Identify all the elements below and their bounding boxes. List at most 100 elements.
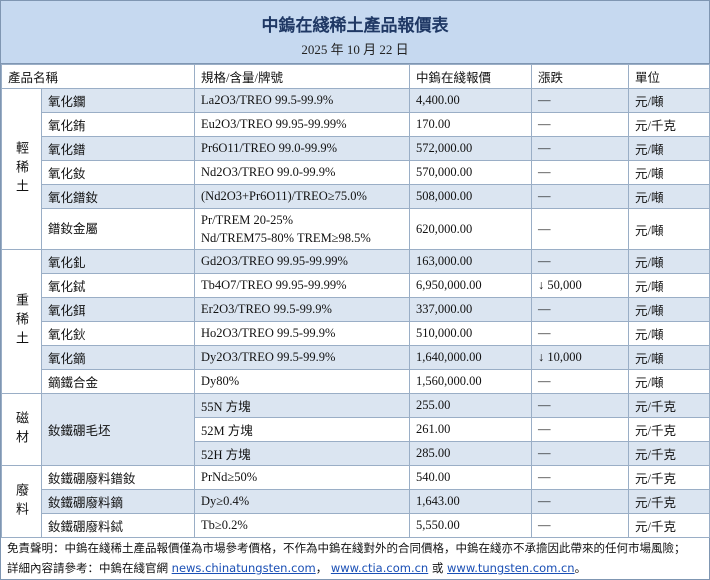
link[interactable]: www.ctia.com.cn (330, 561, 429, 575)
spec: Er2O3/TREO 99.5-99.9% (194, 297, 411, 322)
unit: 元/噸 (628, 273, 710, 298)
spec-line: Nd/TREM75-80% TREM≥98.5% (201, 231, 371, 245)
price: 510,000.00 (409, 321, 533, 346)
price: 570,000.00 (409, 160, 533, 185)
table-row: 磁材 釹鐵硼毛坯 55N 方塊 255.00— 元/千克 (1, 393, 710, 466)
spec: Dy80% (194, 369, 411, 394)
change: ↓ 10,000 (531, 345, 630, 370)
price: 620,000.00 (409, 208, 533, 250)
unit: 元/噸 (628, 321, 710, 346)
product-name: 氧化鑭 (40, 88, 196, 113)
unit: 元/噸 (628, 369, 710, 394)
table-row: 氧化鐠 Pr6O11/TREO 99.0-99.9% 572,000.00— 元/噸 (2, 136, 710, 161)
link[interactable]: www.tungsten.com.cn (447, 561, 575, 575)
price: 4,400.00 (409, 88, 533, 113)
product-name: 釹鐵硼毛坯 (40, 393, 196, 466)
change: — (531, 417, 630, 442)
table-row: 廢料 釹鐵硼廢料鐠釹 PrNd≥50% 540.00— 元/千克 (1, 465, 710, 538)
price: 5,550.00 (409, 513, 533, 538)
spec: Dy≥0.4% (194, 489, 411, 514)
column-header: 單位 (628, 64, 710, 89)
unit: 元/千克 (628, 112, 710, 137)
group-label: 輕稀土 (1, 88, 42, 250)
title: 中鎢在綫稀土產品報價表 (261, 16, 449, 36)
table-row: 氧化鈥 Ho2O3/TREO 99.5-99.9% 510,000.00— 元/噸 (2, 321, 710, 346)
unit: 元/噸 (628, 88, 710, 113)
product-name: 氧化鐠釹 (40, 184, 196, 209)
disclaimer: 免責聲明：中鎢在綫稀土產品報價僅為市場參考價格，不作為中鎢在綫對外的合同價格，中… (7, 541, 686, 555)
spec: PrNd≥50% (194, 465, 411, 490)
spec: 55N 方塊 (194, 393, 411, 418)
price-table: 產品名稱 規格/含量/牌號 中鎢在綫報價 漲跌 單位 輕稀土 氧化鑭 La2O3/T… (0, 64, 710, 538)
table-row: 氧化鐠釹 (Nd2O3+Pr6O11)/TREO≥75.0% 508,000.00—… (2, 184, 710, 209)
table-row: 重稀土 氧化釓 Gd2O3/TREO 99.95-99.99% 163,000.00—… (1, 249, 710, 394)
reference: 詳細內容請參考：中鎢在綫官網 news.chinatungsten.com， w… (7, 558, 686, 578)
date: 2025 年 10 月 22 日 (301, 42, 409, 57)
table-row: 氧化釹 Nd2O3/TREO 99.0-99.9% 570,000.00— 元/噸 (2, 160, 710, 185)
link[interactable]: news.chinatungsten.com (171, 561, 316, 575)
spec: Eu2O3/TREO 99.95-99.99% (194, 112, 411, 137)
spec: Pr6O11/TREO 99.0-99.9% (194, 136, 411, 161)
price: 1,560,000.00 (409, 369, 533, 394)
group-label: 磁材 (1, 393, 42, 466)
product-name: 鐠釹金屬 (40, 208, 196, 250)
spec: Tb≥0.2% (194, 513, 411, 538)
unit: 元/噸 (628, 297, 710, 322)
unit: 元/千克 (628, 465, 710, 490)
product-name: 氧化鐠 (40, 136, 196, 161)
unit: 元/噸 (628, 249, 710, 274)
price: 337,000.00 (409, 297, 533, 322)
spec: Gd2O3/TREO 99.95-99.99% (194, 249, 411, 274)
group-label: 廢料 (1, 465, 42, 538)
table-row: 氧化鏑 Dy2O3/TREO 99.5-99.9% 1,640,000.00 ↓ 10… (2, 345, 710, 370)
group-label: 重稀土 (1, 249, 42, 394)
price: 508,000.00 (409, 184, 533, 209)
change: — (531, 441, 630, 466)
change: — (531, 513, 630, 538)
table-body: 輕稀土 氧化鑭 La2O3/TREO 99.5-99.9% 4,400.00— 元/噸氧… (1, 88, 710, 538)
spec: 52H 方塊 (194, 441, 411, 466)
spec: La2O3/TREO 99.5-99.9% (194, 88, 411, 113)
change: — (531, 465, 630, 490)
price: 1,640,000.00 (409, 345, 533, 370)
product-name: 氧化釓 (40, 249, 196, 274)
unit: 元/千克 (628, 441, 710, 466)
change: — (531, 249, 630, 274)
product-name: 釹鐵硼廢料鏑 (40, 489, 196, 514)
change: — (531, 489, 630, 514)
unit: 元/噸 (628, 184, 710, 209)
product-name: 氧化鉺 (40, 297, 196, 322)
unit: 元/噸 (628, 345, 710, 370)
separator: ， (315, 561, 328, 575)
change: — (531, 297, 630, 322)
column-header: 規格/含量/牌號 (194, 64, 411, 89)
unit: 元/千克 (628, 417, 710, 442)
column-header: 中鎢在綫報價 (409, 64, 533, 89)
unit: 元/噸 (628, 160, 710, 185)
product-name: 氧化鈥 (40, 321, 196, 346)
product-name: 氧化鋱 (40, 273, 196, 298)
product-name: 釹鐵硼廢料鐠釹 (40, 465, 196, 490)
change: — (531, 321, 630, 346)
change: — (531, 112, 630, 137)
price: 163,000.00 (409, 249, 533, 274)
product-name: 氧化鏑 (40, 345, 196, 370)
table-row: 52M 方塊 261.00— 元/千克 (2, 417, 710, 442)
column-header: 產品名稱 (0, 64, 196, 89)
change: — (531, 136, 630, 161)
change: ↓ 50,000 (531, 273, 630, 298)
price: 255.00 (409, 393, 533, 418)
product-name: 鏑鐵合金 (40, 369, 196, 394)
table-row: 氧化鋱 Tb4O7/TREO 99.95-99.99% 6,950,000.00 ↓ … (2, 273, 710, 298)
spec: Ho2O3/TREO 99.5-99.9% (194, 321, 411, 346)
separator: 或 (431, 561, 444, 575)
change: — (531, 208, 630, 250)
table-row: 輕稀土 氧化鑭 La2O3/TREO 99.5-99.9% 4,400.00— 元/噸 (1, 88, 710, 250)
product-name: 氧化銪 (40, 112, 196, 137)
price: 170.00 (409, 112, 533, 137)
spec: Dy2O3/TREO 99.5-99.9% (194, 345, 411, 370)
separator: 。 (574, 561, 587, 575)
change: — (531, 184, 630, 209)
spec: Pr/TREM 20-25% Nd/TREM75-80% TREM≥98.5% (194, 208, 411, 250)
reference-label: 詳細內容請參考：中鎢在綫官網 (7, 561, 168, 575)
